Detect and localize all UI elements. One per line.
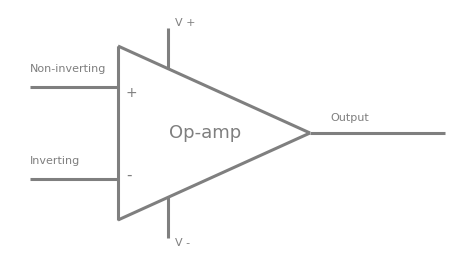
Text: Non-inverting: Non-inverting <box>30 64 106 74</box>
Text: V -: V - <box>175 238 190 248</box>
Text: Output: Output <box>330 113 369 123</box>
Text: +: + <box>126 86 137 100</box>
Text: V +: V + <box>175 18 195 28</box>
Text: -: - <box>126 168 131 182</box>
Text: Inverting: Inverting <box>30 156 80 166</box>
Text: Op-amp: Op-amp <box>169 124 241 142</box>
